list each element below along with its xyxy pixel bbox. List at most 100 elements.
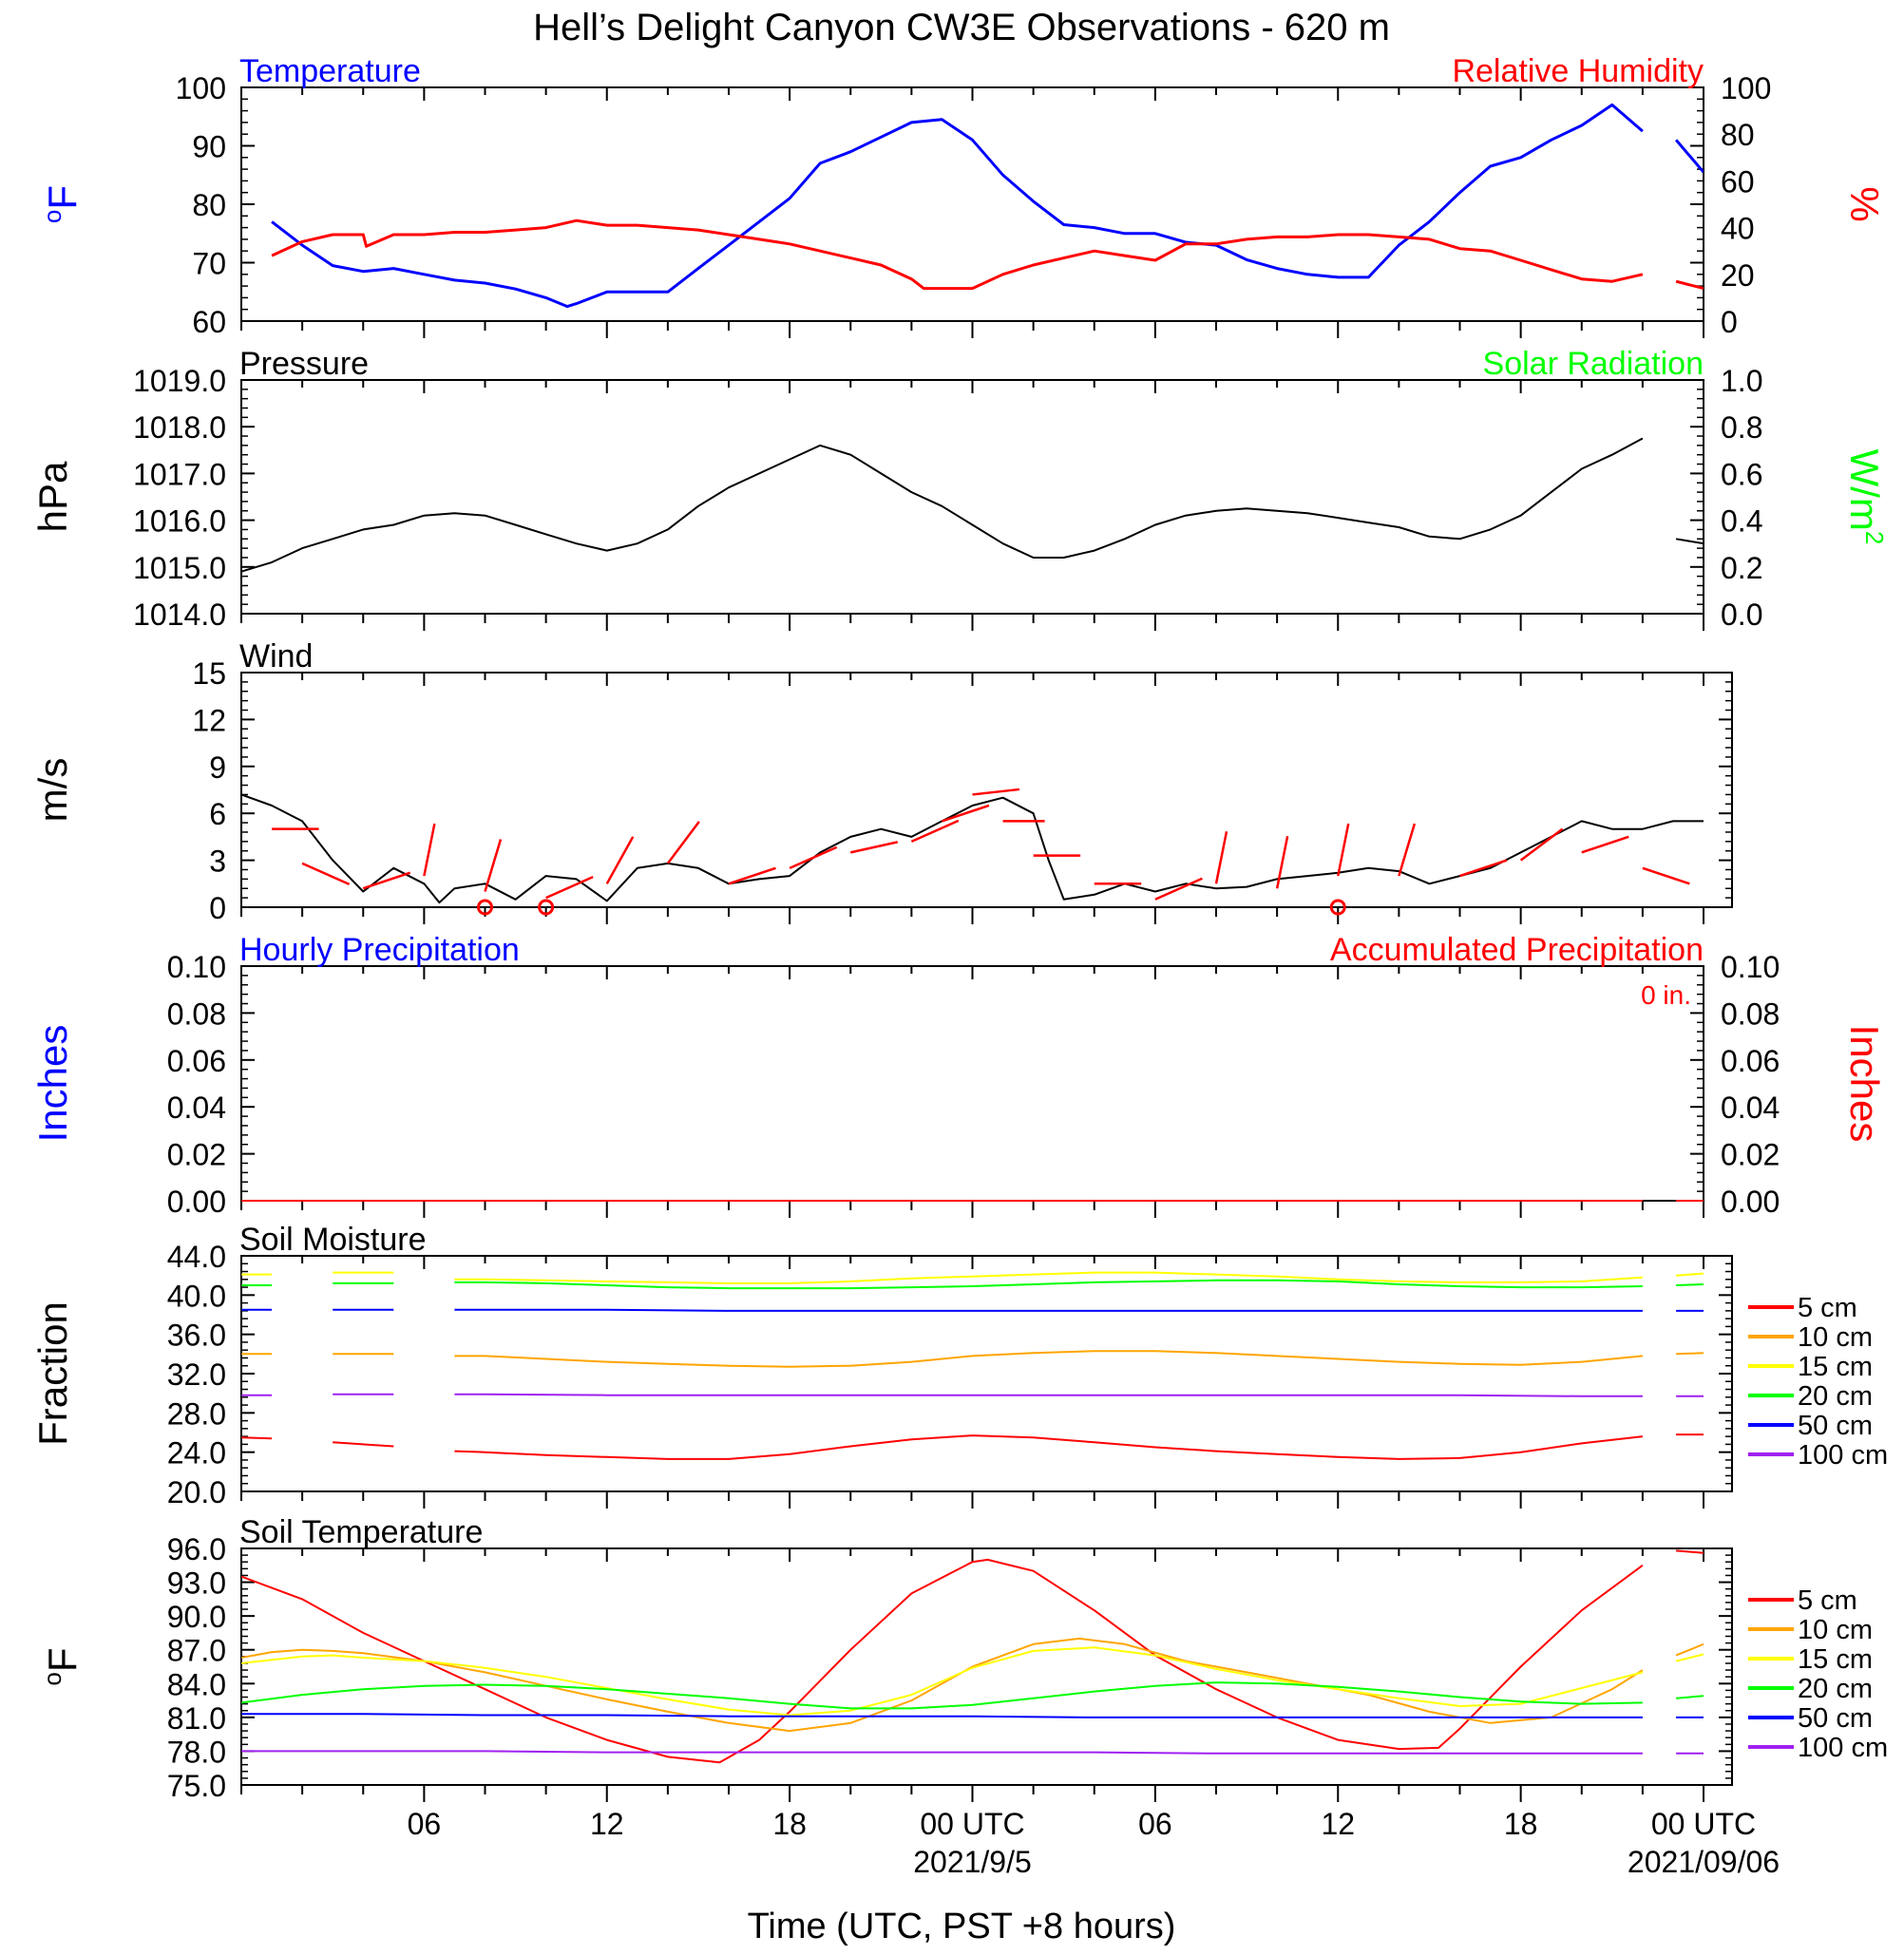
wind-barb [728, 866, 776, 885]
y-tick-label: 84.0 [167, 1667, 226, 1701]
panel-4: 0.10 0.08 0.06 0.04 0.02 0.00 0.10 0.08 0.06 0.04… [30, 932, 1887, 1219]
y-axis-label-left: oF [38, 185, 85, 223]
y-tick-label: 6 [209, 797, 226, 831]
degree-mark: o [38, 210, 67, 223]
series-line-relative-humidity [271, 218, 1704, 291]
wind-barb [484, 839, 503, 892]
calm-marker [477, 899, 493, 916]
series-line-10-cm [241, 1637, 1704, 1733]
x-tick-label: 18 [772, 1807, 807, 1841]
y-tick-label: 87.0 [167, 1634, 226, 1668]
y-right-tick-label: 0 [1721, 305, 1738, 339]
y-tick-label: 81.0 [167, 1701, 226, 1736]
y-right-tick-label: 20 [1721, 258, 1755, 293]
wind-barb [942, 804, 990, 823]
legend-label: 15 cm [1798, 1352, 1873, 1382]
y-right-tick-label: 100 [1721, 71, 1771, 105]
panel-title-right: Solar Radiation [1483, 346, 1704, 382]
wind-barb [1459, 859, 1508, 878]
y-axis-label-text: W/m [1842, 449, 1887, 531]
y-tick-label: 36.0 [167, 1319, 226, 1353]
series-line-20-cm [241, 1681, 1704, 1710]
figure-title: Hell’s Delight Canyon CW3E Observations … [533, 7, 1390, 48]
y-tick-label: 0.08 [167, 996, 226, 1031]
y-axis-label-text: Fraction [30, 1301, 75, 1446]
panel-frame [240, 1547, 1733, 1786]
panel-title-left: Temperature [239, 53, 421, 89]
legend-label: 10 cm [1798, 1322, 1873, 1353]
wind-barb [666, 821, 700, 864]
wind-barb [849, 841, 899, 854]
y-tick-label: 0 [209, 891, 226, 925]
wind-barb [972, 788, 1020, 796]
legend-label: 5 cm [1798, 1585, 1857, 1616]
panel-3: 15 12 9 6 3 0 Wind m/s [30, 638, 1733, 925]
series-line-temperature [271, 103, 1704, 309]
degree-mark: o [38, 1672, 67, 1685]
series-line-50-cm [241, 1713, 1704, 1718]
y-tick-label: 0.06 [167, 1044, 226, 1078]
panel-title-left: Hourly Precipitation [239, 932, 520, 968]
y-tick-label: 20.0 [167, 1475, 226, 1509]
y-right-tick-label: 0.0 [1721, 598, 1762, 632]
wind-barb [423, 823, 436, 877]
y-axis-label-text: Inches [1842, 1025, 1887, 1143]
y-right-tick-label: 0.04 [1721, 1091, 1780, 1125]
series-line-20-cm [241, 1279, 1704, 1290]
panel-5: 44.0 40.0 36.0 32.0 28.0 24.0 20.0 Soil Moistur… [30, 1222, 1888, 1509]
legend-label: 50 cm [1798, 1411, 1873, 1441]
y-tick-label: 24.0 [167, 1436, 226, 1471]
y-tick-label: 44.0 [167, 1240, 226, 1274]
y-right-tick-label: 0.6 [1721, 457, 1762, 491]
panel-frame [240, 379, 1704, 615]
y-tick-label: 0.02 [167, 1138, 226, 1172]
wind-barb [1642, 866, 1690, 885]
wind-barb [1337, 823, 1350, 877]
panel-frame [240, 1255, 1733, 1492]
legend-label: 20 cm [1798, 1381, 1873, 1412]
y-axis-label-left: hPa [30, 461, 75, 532]
legend-label: 20 cm [1798, 1674, 1873, 1704]
y-tick-label: 1018.0 [133, 410, 226, 445]
wind-barb [1214, 831, 1228, 884]
y-axis-label-left: oF [38, 1647, 85, 1685]
panel-title-right: Relative Humidity [1452, 53, 1704, 89]
series-line-100-cm [241, 1393, 1704, 1397]
wind-barb [362, 871, 411, 890]
legend-label: 50 cm [1798, 1703, 1873, 1734]
y-right-tick-label: 0.02 [1721, 1138, 1780, 1172]
y-axis-label-text: % [1842, 186, 1887, 221]
calm-marker [1329, 899, 1346, 916]
x-tick-label: 06 [1138, 1807, 1172, 1841]
panel-2: 1019.0 1018.0 1017.0 1016.0 1015.0 1014.0 1.0 0… [30, 346, 1889, 632]
calm-marker [538, 899, 555, 916]
series-line-pressure [241, 437, 1704, 573]
y-axis-label-right: W/m2 [1842, 449, 1889, 545]
y-axis-label-text: hPa [30, 461, 75, 532]
y-tick-label: 0.10 [167, 950, 226, 984]
accumulated-total: 0 in. [1641, 980, 1691, 1010]
y-tick-label: 1017.0 [133, 457, 226, 491]
y-tick-label: 1014.0 [133, 598, 226, 632]
y-tick-label: 78.0 [167, 1735, 226, 1769]
superscript-2: 2 [1860, 531, 1889, 544]
y-axis-label-text: Inches [30, 1025, 75, 1143]
y-tick-label: 0.00 [167, 1185, 226, 1219]
wind-barb [605, 836, 635, 884]
y-right-tick-label: 0.00 [1721, 1185, 1780, 1219]
series-line-50-cm [241, 1308, 1704, 1312]
y-tick-label: 28.0 [167, 1396, 226, 1431]
y-tick-label: 1019.0 [133, 364, 226, 398]
y-tick-label: 1015.0 [133, 551, 226, 585]
legend-label: 10 cm [1798, 1615, 1873, 1645]
y-tick-label: 90.0 [167, 1600, 226, 1634]
legend-label: 100 cm [1798, 1440, 1888, 1471]
legend-label: 15 cm [1798, 1644, 1873, 1675]
y-tick-label: 12 [192, 703, 226, 737]
y-tick-label: 60 [192, 305, 226, 339]
panel-frame [240, 965, 1704, 1202]
y-tick-label: 32.0 [167, 1357, 226, 1392]
